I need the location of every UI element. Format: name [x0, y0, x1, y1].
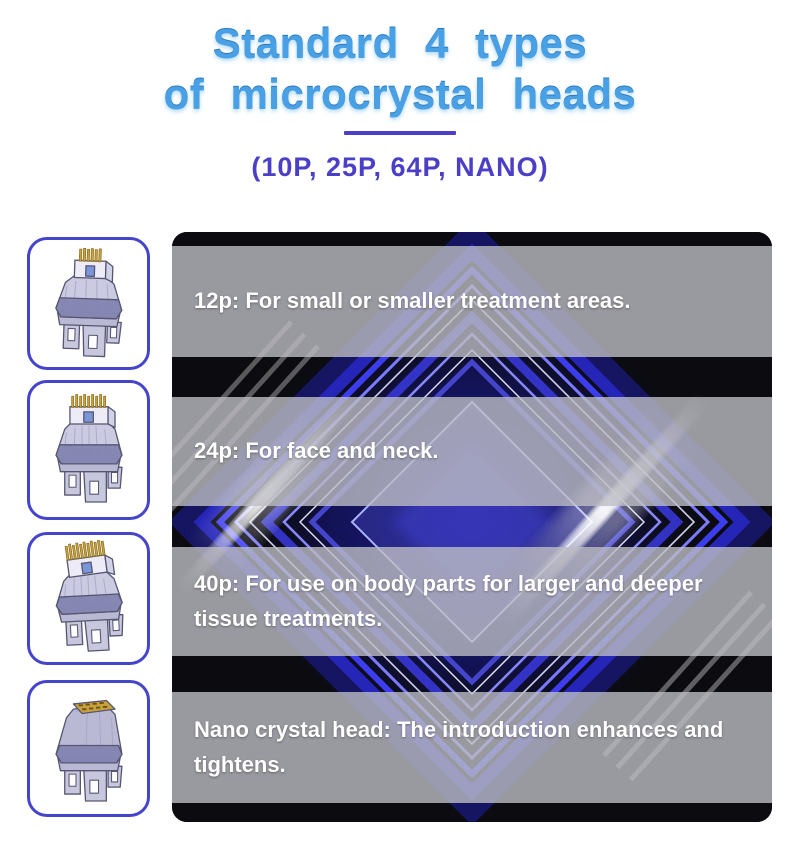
- product-card-10p: [27, 237, 150, 370]
- title-divider: [344, 131, 456, 135]
- cartridge-10p-icon: [54, 247, 122, 357]
- product-card-64p: [27, 532, 150, 665]
- header: Standard 4 types of microcrystal heads (…: [0, 0, 800, 183]
- page-title-line2: of microcrystal heads: [163, 71, 637, 118]
- info-band-10p: 12p: For small or smaller treatment area…: [172, 246, 772, 357]
- band-description: Nano crystal head: The introduction enha…: [194, 717, 724, 777]
- info-band-nano: Nano crystal head: The introduction enha…: [172, 692, 772, 803]
- subtitle: (10P, 25P, 64P, NANO): [251, 152, 549, 182]
- band-description: 12p: For small or smaller treatment area…: [194, 288, 631, 314]
- content-row: 12p: For small or smaller treatment area…: [0, 232, 800, 822]
- band-description: 24p: For face and neck.: [194, 438, 439, 464]
- cartridge-25p-icon: [54, 394, 123, 503]
- product-card-25p: [27, 380, 150, 520]
- info-panel: 12p: For small or smaller treatment area…: [172, 232, 772, 822]
- info-band-25p: 24p: For face and neck.: [172, 397, 772, 506]
- page-title-line1: Standard 4 types: [212, 20, 588, 67]
- info-band-64p: 40p: For use on body parts for larger an…: [172, 547, 772, 656]
- product-card-nano: [27, 680, 150, 817]
- cartridge-64p-icon: [55, 539, 123, 652]
- cartridge-nano-icon: [54, 699, 123, 802]
- band-description: 40p: For use on body parts for larger an…: [194, 571, 703, 631]
